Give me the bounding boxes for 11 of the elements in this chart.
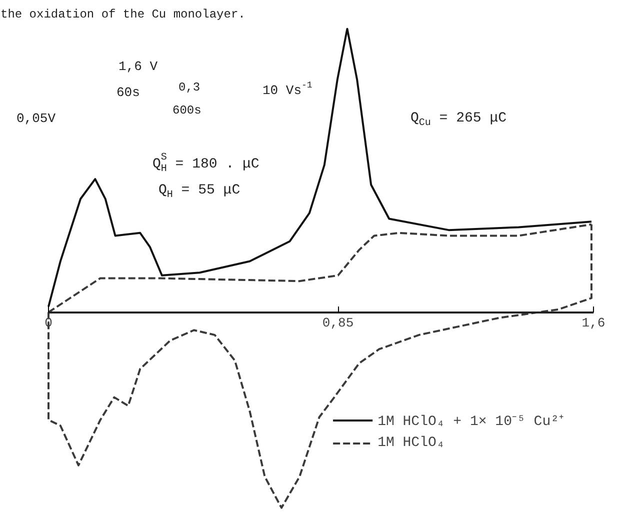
annotation: 0,3 <box>178 80 200 94</box>
x-tick-label: 0 <box>44 315 52 330</box>
legend-label: 1M HClO₄ + 1× 10⁻⁵ Cu²⁺ <box>378 413 564 430</box>
annotation: 600s <box>172 104 202 118</box>
x-tick-label: 1,6 <box>582 315 606 330</box>
x-tick-label: 0,85 <box>322 315 354 330</box>
annotation: 60s <box>116 85 140 100</box>
annotation: 1,6 V <box>118 59 158 74</box>
annotation: 0,05V <box>16 111 56 126</box>
legend-label: 1M HClO₄ <box>378 435 445 451</box>
text: the oxidation of the Cu monolayer. <box>0 8 246 22</box>
